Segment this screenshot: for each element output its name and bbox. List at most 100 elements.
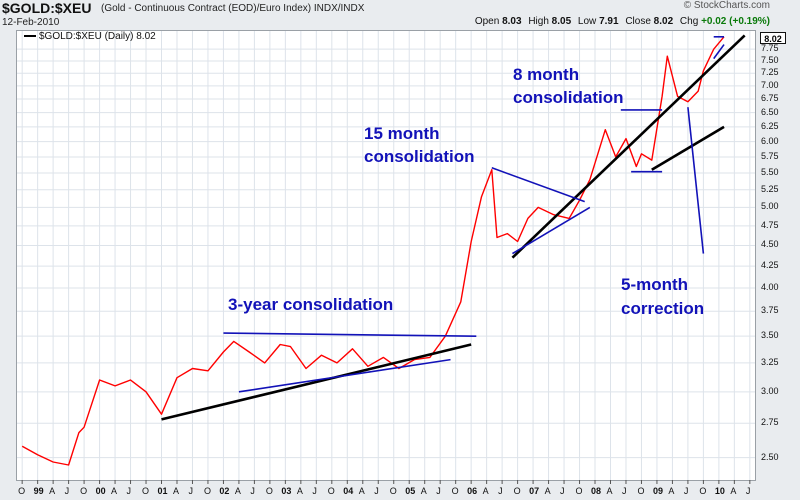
trendline-black — [511, 34, 746, 259]
trendline-blue — [713, 44, 725, 60]
annotation-5-month-line2: correction — [621, 299, 705, 318]
trendline-blue — [223, 332, 477, 337]
open-label: Open — [474, 16, 500, 27]
y-tick-label: 6.50 — [761, 106, 779, 117]
high-label: High — [528, 16, 549, 27]
y-tick-label: 5.25 — [761, 183, 779, 194]
chg-value: +0.02 (+0.19%) — [701, 16, 770, 27]
annotation-3-year-consolidation: 3-year consolidation — [228, 295, 394, 314]
chg-label: Chg — [679, 16, 699, 27]
annotation-8-month-line1: 8 month — [513, 65, 580, 84]
x-tick-label: J — [560, 486, 565, 496]
y-tick-label: 4.75 — [761, 219, 779, 230]
y-tick-label: 3.25 — [761, 356, 779, 367]
x-tick-label: 07 — [529, 486, 540, 496]
x-tick-label: 99 — [33, 486, 44, 496]
x-tick-label: O — [265, 486, 273, 496]
plot-area[interactable] — [16, 30, 756, 481]
last-value-label: 8.02 — [760, 32, 786, 44]
x-tick-label: A — [606, 486, 613, 496]
trendline-blue — [687, 107, 705, 254]
x-tick-label: J — [250, 486, 255, 496]
close-value: 8.02 — [653, 16, 674, 27]
y-tick-label: 5.00 — [761, 201, 779, 212]
x-tick-label: J — [188, 486, 193, 496]
trendline-black — [651, 125, 725, 171]
price-series-line — [21, 36, 725, 466]
y-tick-label: 5.50 — [761, 166, 779, 177]
x-tick-label: 02 — [219, 486, 230, 496]
x-tick-label: A — [172, 486, 179, 496]
x-tick-label: A — [296, 486, 303, 496]
annotation-8-month-line2: consolidation — [513, 88, 624, 107]
chart-header: $GOLD:$XEU (Gold - Continuous Contract (… — [0, 0, 800, 30]
x-tick-label: 05 — [405, 486, 416, 496]
x-tick-label: J — [683, 486, 689, 496]
legend-label: $GOLD:$XEU (Daily) 8.02 — [39, 31, 156, 42]
annotation-5-month-line1: 5-month — [621, 275, 689, 294]
x-tick-label: O — [451, 486, 459, 496]
symbol-description: (Gold - Continuous Contract (EOD)/Euro I… — [101, 3, 365, 14]
low-value: 7.91 — [599, 16, 619, 27]
low-label: Low — [577, 16, 597, 27]
trendline-blue — [491, 167, 585, 203]
x-tick-label: J — [374, 486, 379, 496]
x-tick-label: 09 — [652, 486, 663, 496]
x-tick-label: O — [389, 486, 397, 496]
y-tick-label: 3.00 — [761, 385, 779, 396]
x-tick-label: A — [111, 486, 118, 496]
trendline-black — [161, 343, 472, 421]
y-tick-label: 7.75 — [761, 43, 779, 54]
x-tick-label: A — [358, 486, 365, 496]
y-tick-label: 2.50 — [761, 451, 779, 462]
y-tick-label: 4.25 — [761, 260, 779, 271]
x-tick-label: 08 — [591, 486, 602, 496]
brand-watermark: © StockCharts.com — [683, 0, 770, 11]
ohlc-readout: Open 8.03 High 8.05 Low 7.91 Close 8.02 … — [471, 16, 770, 27]
y-tick-label: 7.50 — [761, 55, 779, 65]
annotation-15-month-line1: 15 month — [364, 124, 440, 143]
x-tick-label: A — [730, 486, 737, 496]
y-tick-label: 6.75 — [761, 93, 779, 104]
x-tick-label: J — [621, 486, 627, 496]
y-tick-label: 3.50 — [761, 330, 779, 341]
x-tick-label: O — [699, 486, 707, 496]
y-tick-label: 6.25 — [761, 120, 779, 131]
x-tick-label: 04 — [343, 486, 354, 496]
x-tick-label: J — [312, 486, 317, 496]
x-tick-label: J — [745, 486, 751, 496]
x-tick-label: A — [234, 486, 241, 496]
x-tick-label: O — [203, 486, 211, 496]
trendline-blue — [238, 358, 451, 393]
open-value: 8.03 — [502, 16, 522, 27]
chart-date: 12-Feb-2010 — [2, 17, 60, 28]
trendline-blue — [512, 206, 591, 255]
x-tick-label: O — [327, 486, 335, 496]
close-label: Close — [625, 16, 651, 27]
y-tick-label: 4.50 — [761, 239, 779, 250]
x-tick-label: A — [544, 486, 551, 496]
y-tick-label: 7.25 — [761, 67, 779, 78]
x-tick-label: A — [420, 486, 427, 496]
x-tick-label: 06 — [467, 486, 478, 496]
legend-swatch — [24, 35, 36, 38]
x-tick-label: O — [637, 486, 645, 496]
x-tick-label: J — [436, 486, 441, 496]
y-tick-label: 5.75 — [761, 150, 779, 161]
x-tick-label: J — [126, 486, 132, 496]
x-tick-label: O — [142, 486, 150, 496]
x-tick-label: 01 — [157, 486, 168, 496]
x-tick-label: A — [482, 486, 489, 496]
x-tick-label: J — [498, 486, 503, 496]
x-tick-label: O — [575, 486, 583, 496]
x-tick-label: A — [49, 486, 56, 496]
y-tick-label: 4.00 — [761, 281, 779, 292]
chart-legend: $GOLD:$XEU (Daily) 8.02 — [24, 31, 156, 42]
x-tick-label: O — [80, 486, 88, 496]
x-tick-label: O — [18, 486, 26, 496]
x-tick-label: A — [668, 486, 675, 496]
x-tick-label: O — [513, 486, 521, 496]
x-tick-label: J — [64, 486, 70, 496]
x-tick-label: 10 — [714, 486, 725, 496]
